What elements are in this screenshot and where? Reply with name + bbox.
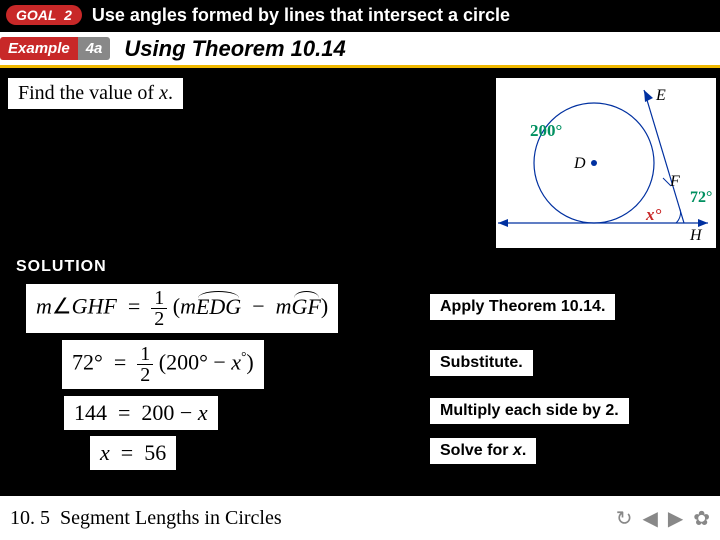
footer-nav: ↻ ◀ ▶ ✿ [616, 506, 710, 531]
next-icon[interactable]: ▶ [668, 506, 683, 531]
problem-prefix: Find the value of [18, 82, 159, 104]
footer: 10. 5 Segment Lengths in Circles ↻ ◀ ▶ ✿ [0, 496, 720, 540]
example-badge: Example 4a [0, 37, 110, 60]
step-2-desc: Substitute. [430, 350, 533, 376]
footer-title: 10. 5 Segment Lengths in Circles [10, 507, 282, 530]
problem-var: x [159, 82, 168, 104]
center-dot [591, 160, 597, 166]
goal-badge: GOAL 2 [6, 5, 82, 25]
step-4-desc: Solve for x. [430, 438, 536, 464]
step-3-desc: Multiply each side by 2. [430, 398, 629, 424]
point-h: H [689, 227, 703, 244]
arrow-right-tangent [698, 219, 708, 227]
arrow-left [498, 219, 508, 227]
reload-icon[interactable]: ↻ [616, 506, 633, 531]
example-label: Example [0, 37, 78, 60]
center-label: D [573, 155, 586, 172]
arrow-up [644, 90, 653, 102]
example-title: Using Theorem 10.14 [124, 36, 345, 62]
example-header: Example 4a Using Theorem 10.14 [0, 32, 720, 68]
point-f: F [669, 173, 680, 190]
ext-angle: 72° [690, 189, 712, 206]
step-1-equation: m∠GHF = 12 (mEDG − mGF) [26, 284, 338, 333]
solution-label: SOLUTION [8, 256, 115, 278]
circle-diagram: D E F H x° 72° 200° [496, 78, 716, 248]
goal-label: GOAL [16, 7, 56, 23]
example-number: 4a [78, 37, 111, 60]
x-label: x° [645, 205, 662, 224]
problem-suffix: . [168, 82, 173, 104]
top-bar: GOAL 2 Use angles formed by lines that i… [0, 0, 720, 30]
step-1-desc: Apply Theorem 10.14. [430, 294, 615, 320]
stop-icon[interactable]: ✿ [693, 506, 710, 531]
prev-icon[interactable]: ◀ [642, 506, 657, 531]
goal-title: Use angles formed by lines that intersec… [92, 5, 510, 26]
goal-number: 2 [64, 7, 72, 23]
arc-label: 200° [530, 121, 562, 140]
step-4-equation: x = 56 [90, 436, 176, 470]
point-e: E [655, 87, 666, 104]
problem-statement: Find the value of x. [8, 78, 183, 109]
step-2-equation: 72° = 12 (200° − x°) [62, 340, 264, 389]
step-3-equation: 144 = 200 − x [64, 396, 218, 430]
secant-line [644, 90, 684, 223]
